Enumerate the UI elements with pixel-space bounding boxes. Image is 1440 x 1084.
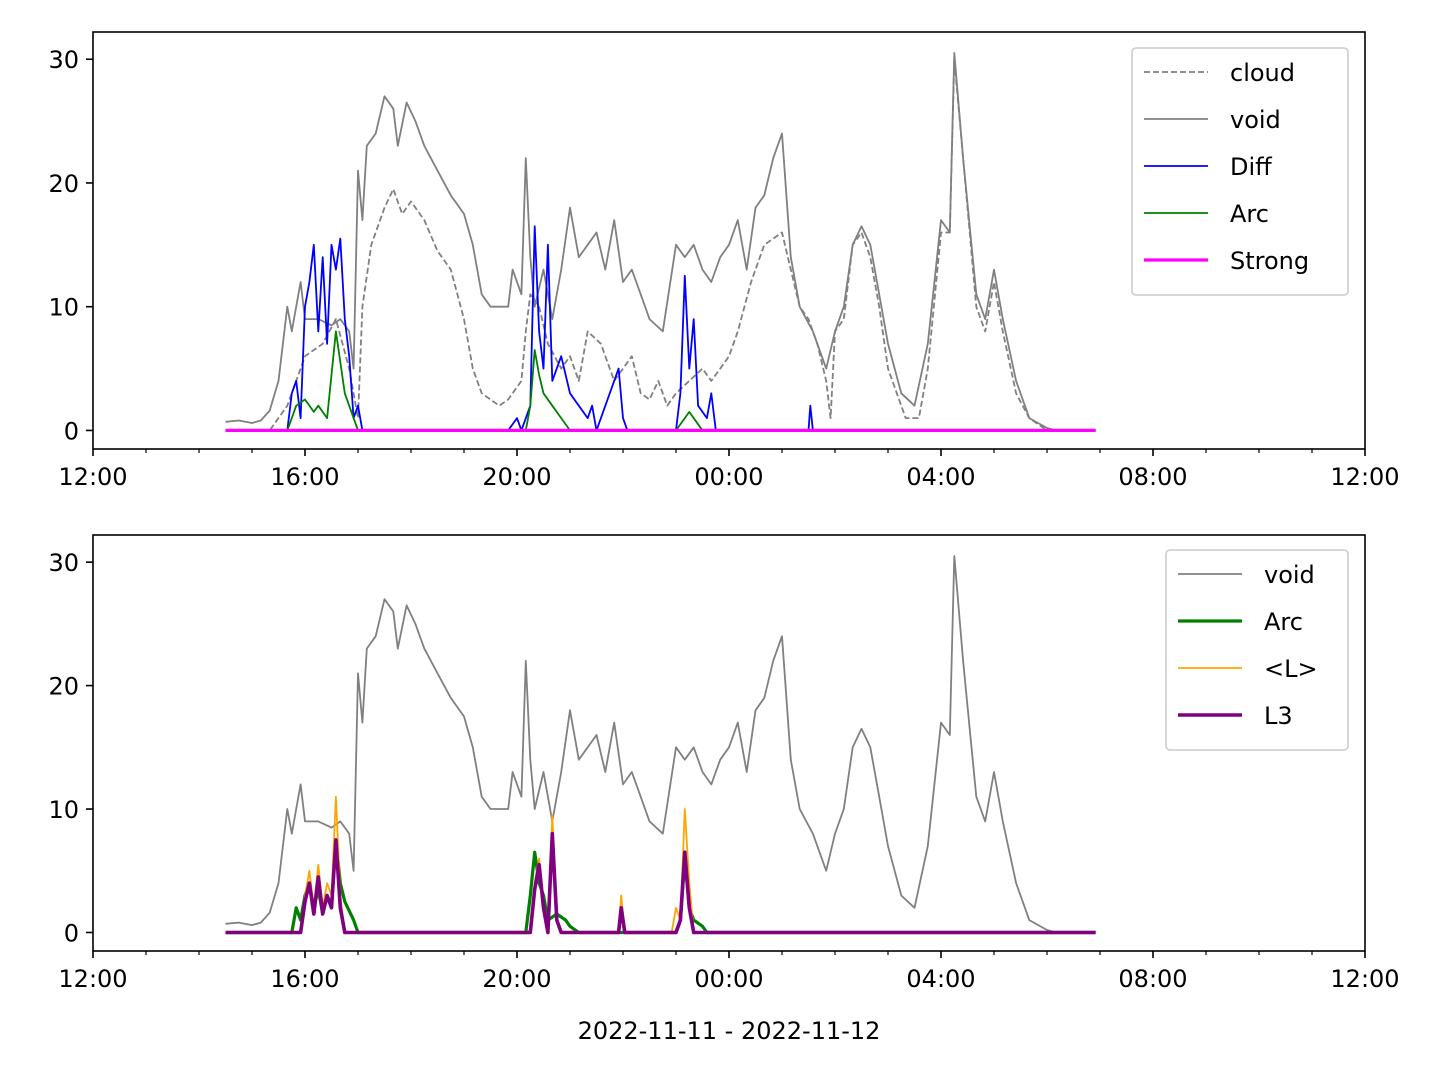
legend-label: Strong	[1230, 247, 1309, 275]
series-line-arc	[225, 330, 1096, 432]
legend: void Arc <L> L3	[1165, 549, 1349, 751]
series-line-cloud	[225, 58, 1096, 432]
panel-bottom: 0 10 20 30 12:00 16:00 20:00 00:00 04:00 08:00 12:…	[48, 534, 1400, 1045]
legend-label: cloud	[1230, 59, 1295, 87]
y-tick-label: 10	[48, 796, 79, 824]
x-tick-label: 20:00	[482, 965, 551, 993]
legend-label: Arc	[1230, 200, 1269, 228]
y-tick-label: 0	[64, 919, 79, 947]
panel-top: 0 10 20 30 12:00 16:00 20:00 00:00 04:00 08:00 12:…	[48, 31, 1400, 491]
series-line-l	[225, 795, 1096, 934]
legend-box	[1131, 47, 1349, 296]
x-tick-label: 08:00	[1118, 965, 1187, 993]
x-tick-label: 16:00	[270, 965, 339, 993]
x-tick-label: 20:00	[482, 463, 551, 491]
x-tick-label: 12:00	[1330, 463, 1399, 491]
legend-label: void	[1264, 561, 1315, 589]
legend: cloud void Diff Arc Strong	[1131, 47, 1349, 296]
x-tick-label: 04:00	[906, 463, 975, 491]
series-line-void	[225, 52, 1096, 432]
y-tick-label: 0	[64, 417, 79, 445]
x-axis-label: 2022-11-11 - 2022-11-12	[578, 1017, 881, 1045]
series-line-diff	[225, 225, 1096, 432]
legend-label: L3	[1264, 702, 1293, 730]
x-tick-label: 12:00	[58, 965, 127, 993]
series-line-void	[225, 555, 1096, 934]
legend-box	[1165, 549, 1349, 751]
x-tick-label: 04:00	[906, 965, 975, 993]
legend-label: Arc	[1264, 608, 1303, 636]
x-tick-label: 16:00	[270, 463, 339, 491]
y-tick-label: 20	[48, 673, 79, 701]
legend-label: <L>	[1264, 655, 1318, 683]
y-tick-label: 30	[48, 549, 79, 577]
y-tick-label: 10	[48, 294, 79, 322]
x-tick-label: 12:00	[1330, 965, 1399, 993]
y-tick-label: 20	[48, 170, 79, 198]
y-tick-label: 30	[48, 46, 79, 74]
x-tick-label: 12:00	[58, 463, 127, 491]
legend-label: Diff	[1230, 153, 1272, 181]
x-tick-label: 00:00	[694, 463, 763, 491]
series-line-arc	[225, 838, 1096, 935]
series-line-l3	[225, 831, 1096, 935]
x-tick-label: 00:00	[694, 965, 763, 993]
x-tick-label: 08:00	[1118, 463, 1187, 491]
legend-label: void	[1230, 106, 1281, 134]
